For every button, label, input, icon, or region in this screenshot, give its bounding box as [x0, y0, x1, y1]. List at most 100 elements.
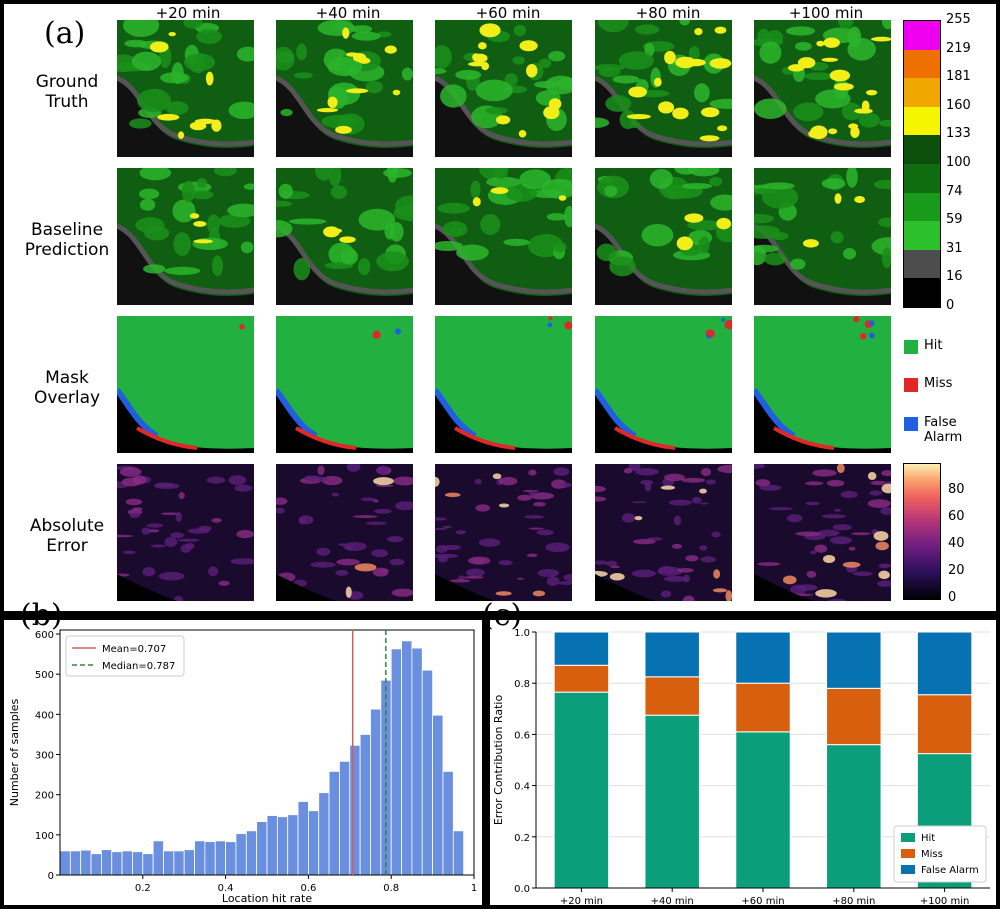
error-colorbar-tick: 60 — [948, 509, 965, 524]
stacked-bar-segment — [826, 744, 882, 889]
histogram-chart: 0 100 200 300 400 500 600 0.2 0.4 0.6 0.8 1 Location… — [8, 629, 477, 905]
histogram-bar — [432, 714, 444, 876]
histogram-bar — [111, 851, 123, 876]
row-label-mask-overlay: Mask Overlay — [33, 368, 101, 408]
histogram-bar — [442, 770, 454, 876]
error-colorbar-tick: 80 — [948, 482, 965, 497]
map-baseline-prediction-20 — [117, 168, 254, 305]
panel-b: (b) 0 100 200 300 400 500 600 0.2 0.4 0.6 0.8 1 Loca… — [4, 598, 482, 905]
value-colorbar-band — [904, 135, 940, 165]
map-baseline-prediction-100 — [754, 168, 891, 305]
value-colorbar-band — [904, 49, 940, 79]
y-tick-label: 500 — [35, 670, 54, 681]
column-label-100: +100 min — [788, 4, 864, 22]
histogram-bar — [59, 850, 71, 876]
value-colorbar-tick: 160 — [946, 97, 971, 113]
map-baseline-prediction-60 — [435, 168, 572, 305]
panel-b-label: (b) — [20, 598, 63, 633]
row-label-baseline-prediction: Baseline Prediction — [24, 220, 110, 260]
map-ground-truth-20 — [117, 20, 254, 157]
histogram-bar — [390, 648, 402, 876]
legend-box — [893, 825, 987, 883]
histogram-bar — [173, 850, 185, 876]
histogram-bar — [101, 849, 113, 876]
y-tick-label: 600 — [35, 630, 54, 641]
hit-legend-label: Hit — [924, 338, 943, 353]
histogram-bar — [266, 815, 278, 876]
histogram-bar — [452, 830, 465, 876]
map-absolute-error-60 — [435, 464, 572, 601]
map-absolute-error-100 — [754, 464, 891, 601]
histogram-bar — [69, 850, 82, 876]
value-colorbar-tick: 0 — [946, 298, 955, 313]
legend-swatch — [901, 865, 915, 874]
y-tick-label: 0.6 — [514, 730, 530, 741]
row-label-absolute-error: Absolute Error — [29, 516, 105, 556]
column-label-40: +40 min — [315, 4, 381, 22]
column-label-20: +20 min — [155, 4, 221, 22]
legend-label: Miss — [921, 849, 943, 860]
map-ground-truth-80 — [595, 20, 732, 157]
legend-label: Hit — [921, 833, 935, 844]
histogram-bar — [225, 841, 237, 876]
value-colorbar-band — [904, 249, 940, 279]
value-colorbar-tick: 255 — [946, 12, 971, 27]
stacked-bar-segment — [644, 714, 700, 889]
value-colorbar-band — [904, 106, 940, 136]
x-tick-label: +80 min — [832, 896, 875, 905]
value-colorbar-band — [904, 278, 940, 308]
y-tick-label: 0.0 — [514, 884, 530, 895]
histogram-bar — [276, 816, 289, 876]
stacked-bar-segment — [735, 631, 791, 684]
value-colorbar-band — [904, 21, 940, 51]
false-alarm-legend-label: False Alarm — [924, 415, 963, 445]
histogram-bar — [142, 853, 154, 876]
stacked-bar-segment — [644, 676, 700, 716]
y-tick-label: 200 — [35, 791, 54, 802]
stacked-bar-segment — [553, 631, 610, 666]
stacked-bar-segment — [644, 631, 700, 678]
x-tick-label: 1 — [471, 883, 477, 894]
histogram-bar — [245, 830, 258, 876]
x-tick-label: 0.6 — [300, 883, 316, 894]
value-colorbar-band — [904, 78, 940, 108]
histogram-bar — [194, 840, 206, 876]
histogram-bar — [370, 708, 382, 876]
y-tick-label: 0.2 — [514, 833, 530, 844]
map-ground-truth-60 — [435, 20, 572, 157]
stacked-bar-segment — [735, 731, 791, 889]
y-tick-label: 0.8 — [514, 679, 530, 690]
x-tick-label: +60 min — [741, 896, 784, 905]
map-absolute-error-20 — [117, 464, 254, 601]
histogram-bar — [421, 669, 434, 876]
value-colorbar-tick: 133 — [946, 126, 971, 142]
histogram-bar — [287, 814, 299, 876]
histogram-bar — [235, 833, 247, 876]
histogram-bar — [90, 853, 102, 876]
histogram-bar — [121, 850, 133, 876]
panel-a-label: (a) — [44, 16, 86, 51]
plot-frame — [59, 629, 475, 876]
histogram-bar — [411, 647, 423, 876]
value-colorbar-band — [904, 221, 940, 251]
stacked-bar-segment — [553, 664, 610, 693]
y-tick-label: 0 — [48, 871, 54, 882]
x-tick-label: 0.2 — [135, 883, 151, 894]
error-colorbar — [903, 463, 941, 600]
y-tick-label: 100 — [35, 831, 54, 842]
miss-legend-swatch — [904, 378, 918, 392]
error-colorbar-tick: 20 — [948, 563, 965, 578]
y-tick-label: 300 — [35, 751, 54, 762]
map-ground-truth-100 — [754, 20, 891, 157]
stacked-bar-segment — [826, 687, 882, 746]
panel-c-label: (c) — [482, 598, 523, 633]
histogram-bar — [359, 734, 371, 876]
value-colorbar-tick: 100 — [946, 155, 971, 170]
value-colorbar-tick: 74 — [946, 183, 963, 199]
stacked-bar-segment — [916, 694, 973, 755]
histogram-bar — [132, 851, 144, 876]
histogram-bar — [328, 770, 340, 876]
stacked-bar-segment — [735, 682, 791, 733]
y-tick-label: 1.0 — [514, 628, 530, 639]
y-tick-label: 400 — [35, 710, 54, 721]
